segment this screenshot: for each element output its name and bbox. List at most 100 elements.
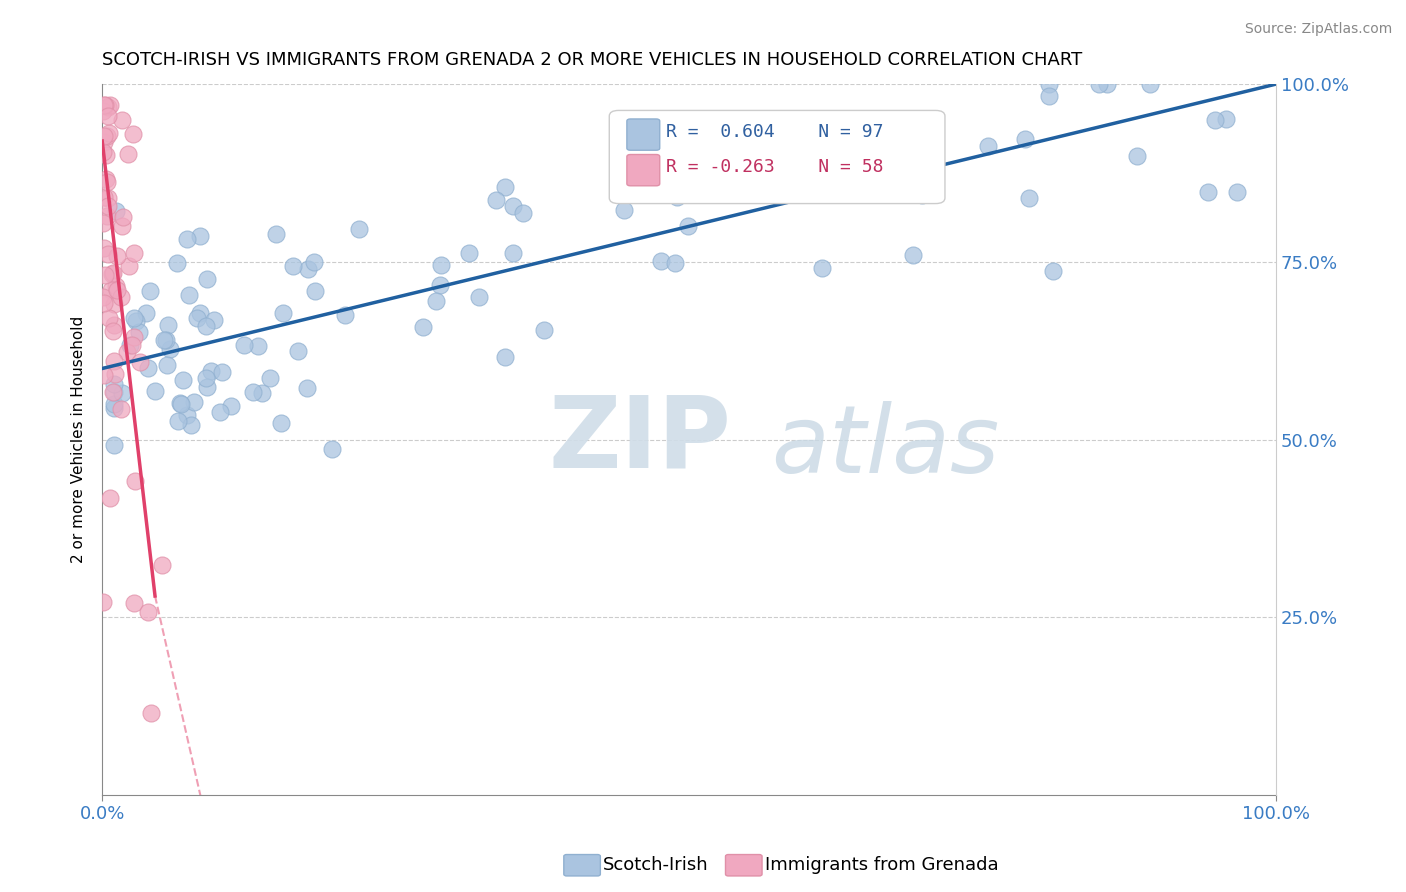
Point [425,293,447,308]
Point [1126,149,1149,163]
Point [429,258,451,272]
Point [156,318,179,332]
Point [468,290,491,304]
Point [259,370,281,384]
Text: Immigrants from Grenada: Immigrants from Grenada [765,856,998,874]
Point [111,113,134,128]
Point [100,283,122,297]
Text: atlas: atlas [772,401,1000,492]
Point [101,324,124,338]
Point [252,385,274,400]
Point [93,368,115,383]
Point [103,318,125,333]
Point [195,318,218,333]
Point [143,384,166,398]
Point [93,241,115,255]
Point [297,262,319,277]
Point [335,308,357,322]
Point [200,364,222,378]
Point [195,371,218,385]
Point [502,199,524,213]
Point [1014,132,1036,146]
Point [103,376,125,391]
Point [155,334,177,348]
Point [183,395,205,409]
Point [177,288,200,302]
Point [152,333,174,347]
Point [136,360,159,375]
Point [1042,264,1064,278]
Point [1226,185,1249,199]
Point [264,227,287,241]
Point [246,339,269,353]
Point [321,442,343,456]
Point [494,350,516,364]
Point [172,373,194,387]
Point [98,98,121,112]
Point [150,558,173,572]
Point [101,385,124,400]
Point [295,381,318,395]
Point [195,271,218,285]
Point [1215,112,1237,126]
Point [97,100,120,114]
Point [512,205,534,219]
Point [666,190,689,204]
Text: R =  0.604    N = 97: R = 0.604 N = 97 [665,123,883,141]
Point [271,306,294,320]
Point [502,246,524,260]
Point [96,129,118,144]
Point [903,248,925,262]
Point [692,183,714,197]
Point [112,210,135,224]
Point [96,209,118,223]
Point [122,127,145,141]
Point [111,219,134,233]
Point [103,397,125,411]
Point [166,415,188,429]
Point [103,401,125,415]
Point [270,417,292,431]
FancyBboxPatch shape [627,154,659,186]
Point [110,290,132,304]
Point [105,279,128,293]
Point [176,408,198,422]
Point [93,296,115,310]
Point [122,330,145,344]
Point [911,187,934,202]
Point [97,126,120,140]
Point [232,338,254,352]
Point [176,232,198,246]
Point [121,338,143,352]
Point [159,342,181,356]
Point [139,285,162,299]
Point [1095,77,1118,91]
Point [105,249,128,263]
Point [93,135,115,149]
Point [120,338,142,352]
Point [93,216,115,230]
Point [97,191,120,205]
Point [103,385,125,400]
Point [304,284,326,298]
Point [93,145,115,160]
Point [494,180,516,194]
Point [93,129,115,144]
Point [103,354,125,368]
Point [188,306,211,320]
Point [202,312,225,326]
Point [242,385,264,400]
Point [221,400,243,414]
Point [1038,88,1060,103]
Point [458,246,481,260]
Point [347,222,370,236]
Point [211,365,233,379]
Point [93,104,115,119]
Point [429,277,451,292]
Point [93,190,115,204]
Point [96,171,118,186]
Point [105,283,128,297]
Point [96,175,118,189]
Point [110,401,132,416]
Point [97,199,120,213]
